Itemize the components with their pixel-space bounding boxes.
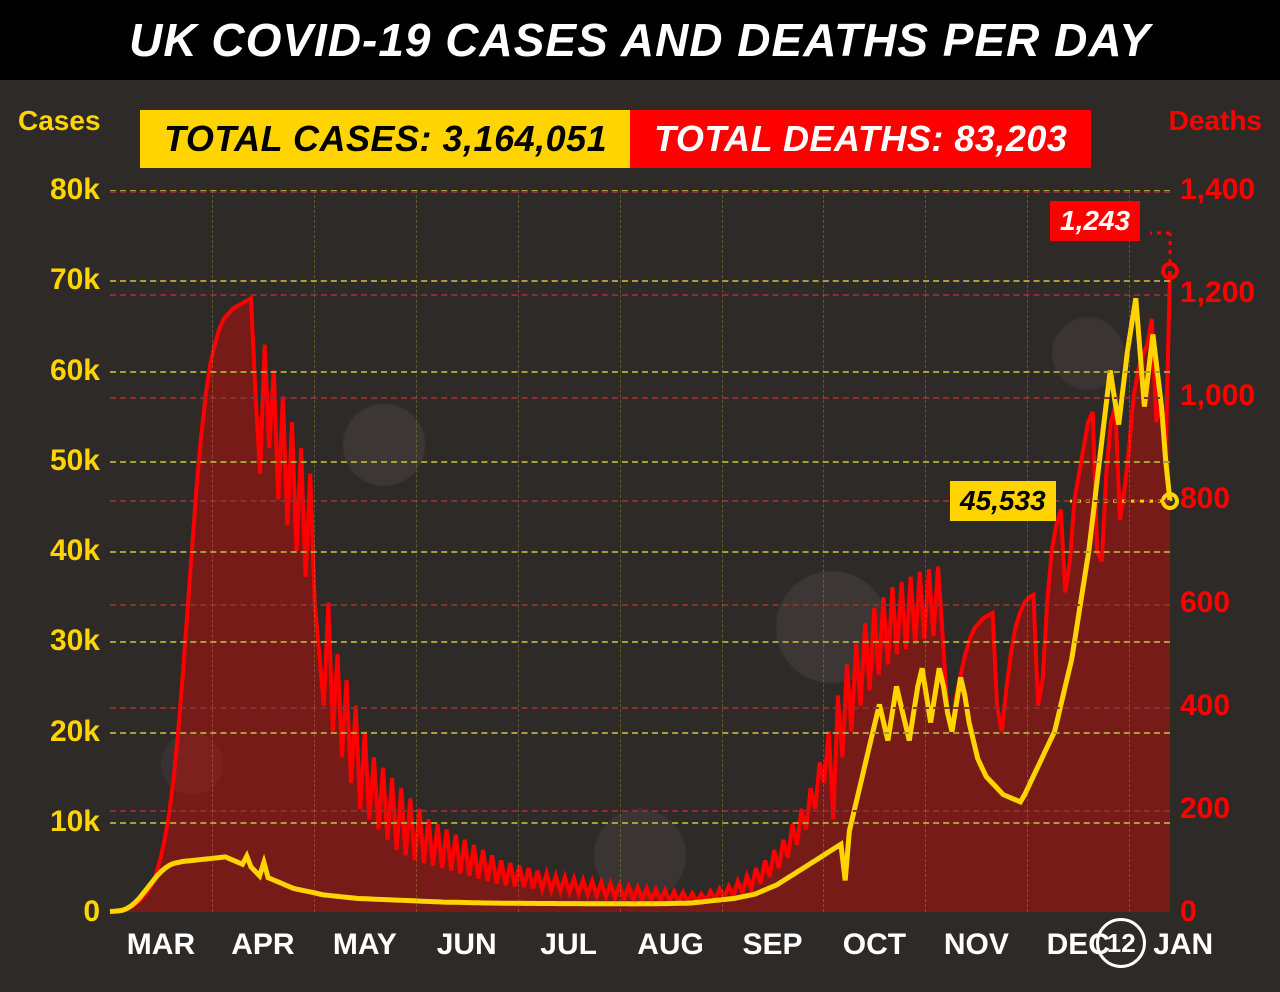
ytick-left: 20k [20,715,100,749]
plot-region: 010k20k30k40k50k60k70k80k02004006008001,… [110,190,1170,912]
ytick-left: 70k [20,263,100,297]
ytick-left: 0 [20,895,100,929]
xtick-day-ring: 12 [1096,918,1146,968]
total-deaths-box: TOTAL DEATHS: 83,203 [630,110,1091,168]
ytick-right: 400 [1180,689,1260,723]
ytick-right: 1,200 [1180,276,1260,310]
ytick-left: 50k [20,444,100,478]
ytick-right: 800 [1180,482,1260,516]
left-axis-title: Cases [18,105,101,137]
xtick-month: NOV [944,928,1009,962]
ytick-right: 0 [1180,895,1260,929]
ytick-left: 60k [20,354,100,388]
chart-area: Cases Deaths TOTAL CASES: 3,164,051 TOTA… [0,80,1280,992]
ytick-right: 200 [1180,792,1260,826]
xtick-month: SEP [742,928,802,962]
xtick-month: OCT [843,928,906,962]
ytick-left: 80k [20,173,100,207]
ytick-left: 30k [20,624,100,658]
xtick-month: JUL [540,928,597,962]
xtick-month: APR [231,928,294,962]
ytick-left: 10k [20,805,100,839]
total-cases-box: TOTAL CASES: 3,164,051 [140,110,631,168]
ytick-right: 1,000 [1180,379,1260,413]
right-axis-title: Deaths [1169,105,1262,137]
ytick-right: 1,400 [1180,173,1260,207]
xtick-month: JAN [1153,928,1213,962]
xtick-month: JUN [437,928,497,962]
callout-cases: 45,533 [950,481,1056,521]
xtick-month: AUG [637,928,704,962]
callout-deaths: 1,243 [1050,201,1140,241]
xtick-month: MAY [333,928,397,962]
title-bar: UK COVID-19 CASES AND DEATHS PER DAY [0,0,1280,80]
xtick-month: MAR [127,928,195,962]
page-title: UK COVID-19 CASES AND DEATHS PER DAY [129,13,1151,67]
ytick-right: 600 [1180,586,1260,620]
deaths-area [110,271,1170,912]
ytick-left: 40k [20,534,100,568]
